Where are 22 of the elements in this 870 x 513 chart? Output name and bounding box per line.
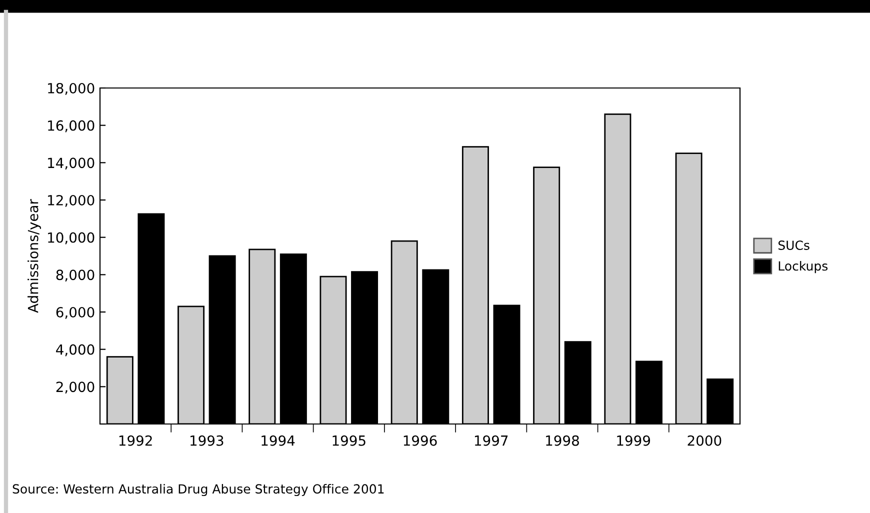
y-tick-label: 10,000 — [48, 232, 94, 244]
x-tick-label: 1994 — [262, 435, 295, 446]
x-tick-label: 1993 — [190, 435, 224, 446]
x-tick-label: 2000 — [688, 435, 722, 446]
legend-label: SUCs — [778, 240, 810, 250]
y-tick-label: 4,000 — [56, 344, 94, 356]
x-tick-label: 1992 — [119, 435, 152, 446]
y-tick-label: 6,000 — [56, 306, 94, 319]
x-tick-label: 1999 — [617, 435, 650, 446]
source-note: Source: Western Australia Drug Abuse Strategy Office 2001 — [12, 484, 384, 496]
y-axis-title: Admissions/year — [28, 199, 41, 313]
y-tick-label: 18,000 — [48, 82, 94, 95]
y-tick-label: 12,000 — [48, 194, 94, 207]
x-tick-label: 1997 — [474, 435, 508, 446]
y-tick-label: 14,000 — [48, 158, 94, 170]
x-tick-label: 1995 — [332, 435, 366, 446]
x-tick-label: 1996 — [404, 435, 437, 446]
y-tick-label: 8,000 — [56, 270, 94, 282]
y-tick-label: 16,000 — [48, 120, 94, 132]
x-tick-label: 1998 — [546, 435, 579, 446]
y-tick-label: 2,000 — [56, 382, 94, 394]
legend-label: Lockups — [778, 261, 828, 274]
